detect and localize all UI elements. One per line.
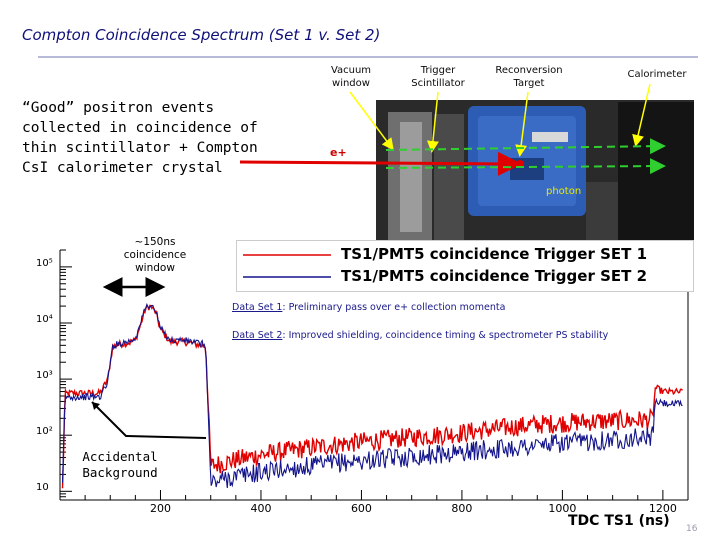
x-tick-label: 600 [350, 502, 372, 515]
legend-entry-set2: TS1/PMT5 coincidence Trigger SET 2 [341, 267, 648, 285]
y-tick-label: 10⁵ [36, 257, 53, 269]
y-tick-label: 10² [36, 426, 53, 438]
x-tick-label: 1200 [648, 502, 677, 515]
accidental-background-pointer [91, 401, 207, 439]
slide-title: Compton Coincidence Spectrum (Set 1 v. S… [22, 26, 381, 44]
legend-entry-set1: TS1/PMT5 coincidence Trigger SET 1 [341, 245, 648, 263]
data-set-2-label: Data Set 2 [232, 330, 283, 341]
data-set-1-note: Data Set 1: Preliminary pass over e+ col… [232, 302, 505, 313]
coincidence-window-note: ~150ns coincidence window [123, 236, 187, 274]
chart-annotations [91, 277, 207, 439]
title-divider [38, 56, 698, 58]
trigger-scintillator-label: Trigger Scintillator [411, 65, 465, 89]
data-set-1-text: : Preliminary pass over e+ collection mo… [282, 302, 506, 313]
x-axis-label: TDC TS1 (ns) [568, 513, 670, 529]
data-set-1-label: Data Set 1 [232, 302, 283, 313]
y-tick-label: 10³ [36, 370, 53, 382]
photon-label: photon [546, 186, 582, 197]
y-tick-label: 10 [36, 482, 49, 494]
positron-beam-arrow [239, 151, 522, 176]
data-set-2-text: : Improved shielding, coincidence timing… [282, 330, 609, 341]
reconversion-target-label: Reconversion Target [495, 65, 563, 89]
photon-path-upper [385, 138, 666, 155]
trigger-scintillator-arrow [426, 91, 439, 153]
legend-swatches [243, 254, 331, 278]
x-tick-label: 200 [149, 502, 171, 515]
chart-series [61, 302, 684, 489]
calorimeter-label: Calorimeter [627, 69, 687, 80]
description-text: “Good” positron events collected in coin… [22, 100, 258, 176]
calorimeter-arrow [632, 83, 651, 147]
chart-legend: TS1/PMT5 coincidence Trigger SET 1 TS1/P… [236, 240, 694, 292]
data-set-2-note: Data Set 2: Improved shielding, coincide… [232, 330, 608, 341]
positron-label: e+ [330, 146, 347, 159]
accidental-background-label: Accidental Background [80, 449, 160, 481]
vacuum-window-arrow [349, 91, 394, 151]
series-line-2 [61, 302, 683, 488]
y-tick-label: 10⁴ [36, 313, 53, 325]
chart-axes [59, 249, 689, 501]
x-tick-label: 400 [250, 502, 272, 515]
accidental-pointer-head [92, 402, 100, 410]
reconversion-point [516, 160, 524, 168]
page-number: 16 [686, 524, 698, 534]
reconversion-target-arrow [515, 91, 529, 157]
x-tick-label: 800 [451, 502, 473, 515]
photon-path-lower [385, 158, 666, 175]
vacuum-window-label: Vacuum window [330, 65, 372, 89]
x-tick-label: 1000 [548, 502, 577, 515]
